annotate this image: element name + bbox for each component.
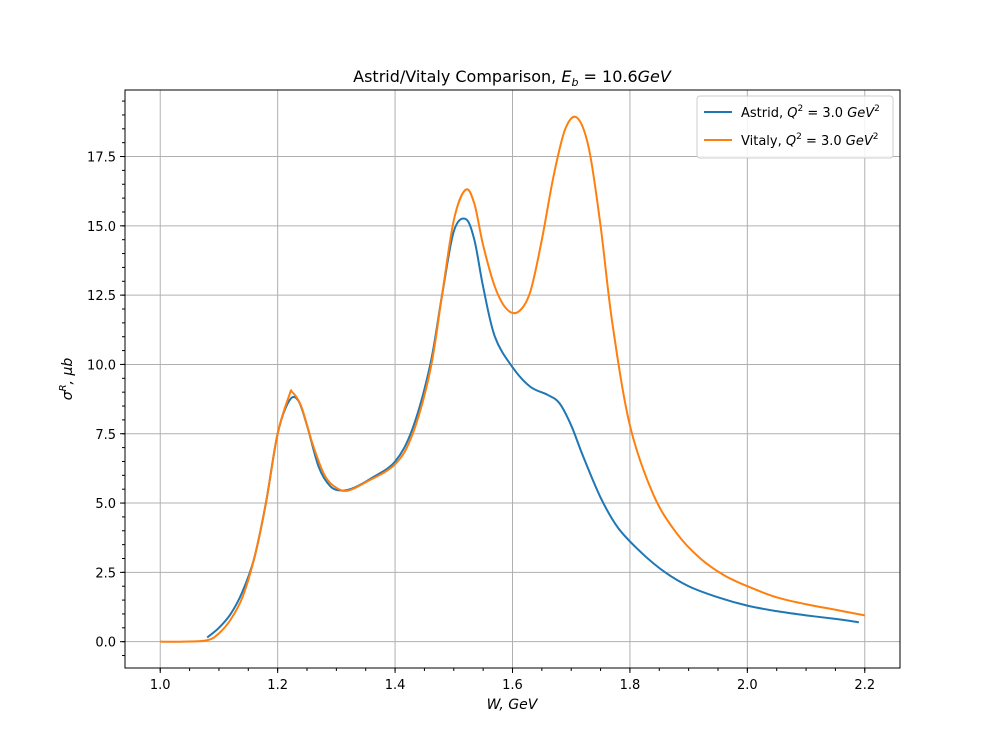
legend-label-astrid: Astrid, Q2 = 3.0 GeV2 bbox=[741, 104, 880, 121]
y-tick-label: 2.5 bbox=[95, 566, 116, 581]
y-tick-label: 15.0 bbox=[87, 220, 116, 235]
y-tick-label: 10.0 bbox=[87, 358, 116, 373]
series-line-vitaly bbox=[160, 115, 865, 643]
x-tick-label: 1.8 bbox=[620, 678, 641, 693]
x-tick-label: 2.2 bbox=[854, 678, 875, 693]
svg-text:σR, μb: σR, μb bbox=[58, 358, 76, 401]
y-tick-label: 5.0 bbox=[95, 497, 116, 512]
grid-lines bbox=[125, 90, 900, 668]
x-tick-label: 1.0 bbox=[150, 678, 171, 693]
x-axis-label: W, GeV bbox=[487, 697, 539, 713]
chart-title: Astrid/Vitaly Comparison, Eb = 10.6GeV bbox=[353, 67, 672, 89]
y-axis-ticks: 0.0 2.5 5.0 7.5 10.0 12.5 15.0 17.5 bbox=[87, 100, 125, 657]
y-tick-label: 17.5 bbox=[87, 151, 116, 166]
y-tick-label: 0.0 bbox=[95, 636, 116, 651]
legend-box bbox=[696, 95, 894, 159]
x-axis-ticks: 1.0 1.2 1.4 1.6 1.8 2.0 2.2 bbox=[150, 668, 875, 693]
x-tick-label: 1.2 bbox=[267, 678, 288, 693]
y-tick-label: 7.5 bbox=[95, 428, 116, 443]
x-tick-label: 1.4 bbox=[385, 678, 406, 693]
legend: Astrid, Q2 = 3.0 GeV2 Vitaly, Q2 = 3.0 G… bbox=[696, 95, 894, 159]
x-tick-label: 1.6 bbox=[502, 678, 523, 693]
y-tick-label: 12.5 bbox=[87, 289, 116, 304]
series-lines bbox=[160, 115, 865, 643]
x-tick-label: 2.0 bbox=[737, 678, 758, 693]
legend-label-vitaly: Vitaly, Q2 = 3.0 GeV2 bbox=[741, 132, 879, 149]
y-axis-label: σR, μb bbox=[58, 358, 76, 401]
